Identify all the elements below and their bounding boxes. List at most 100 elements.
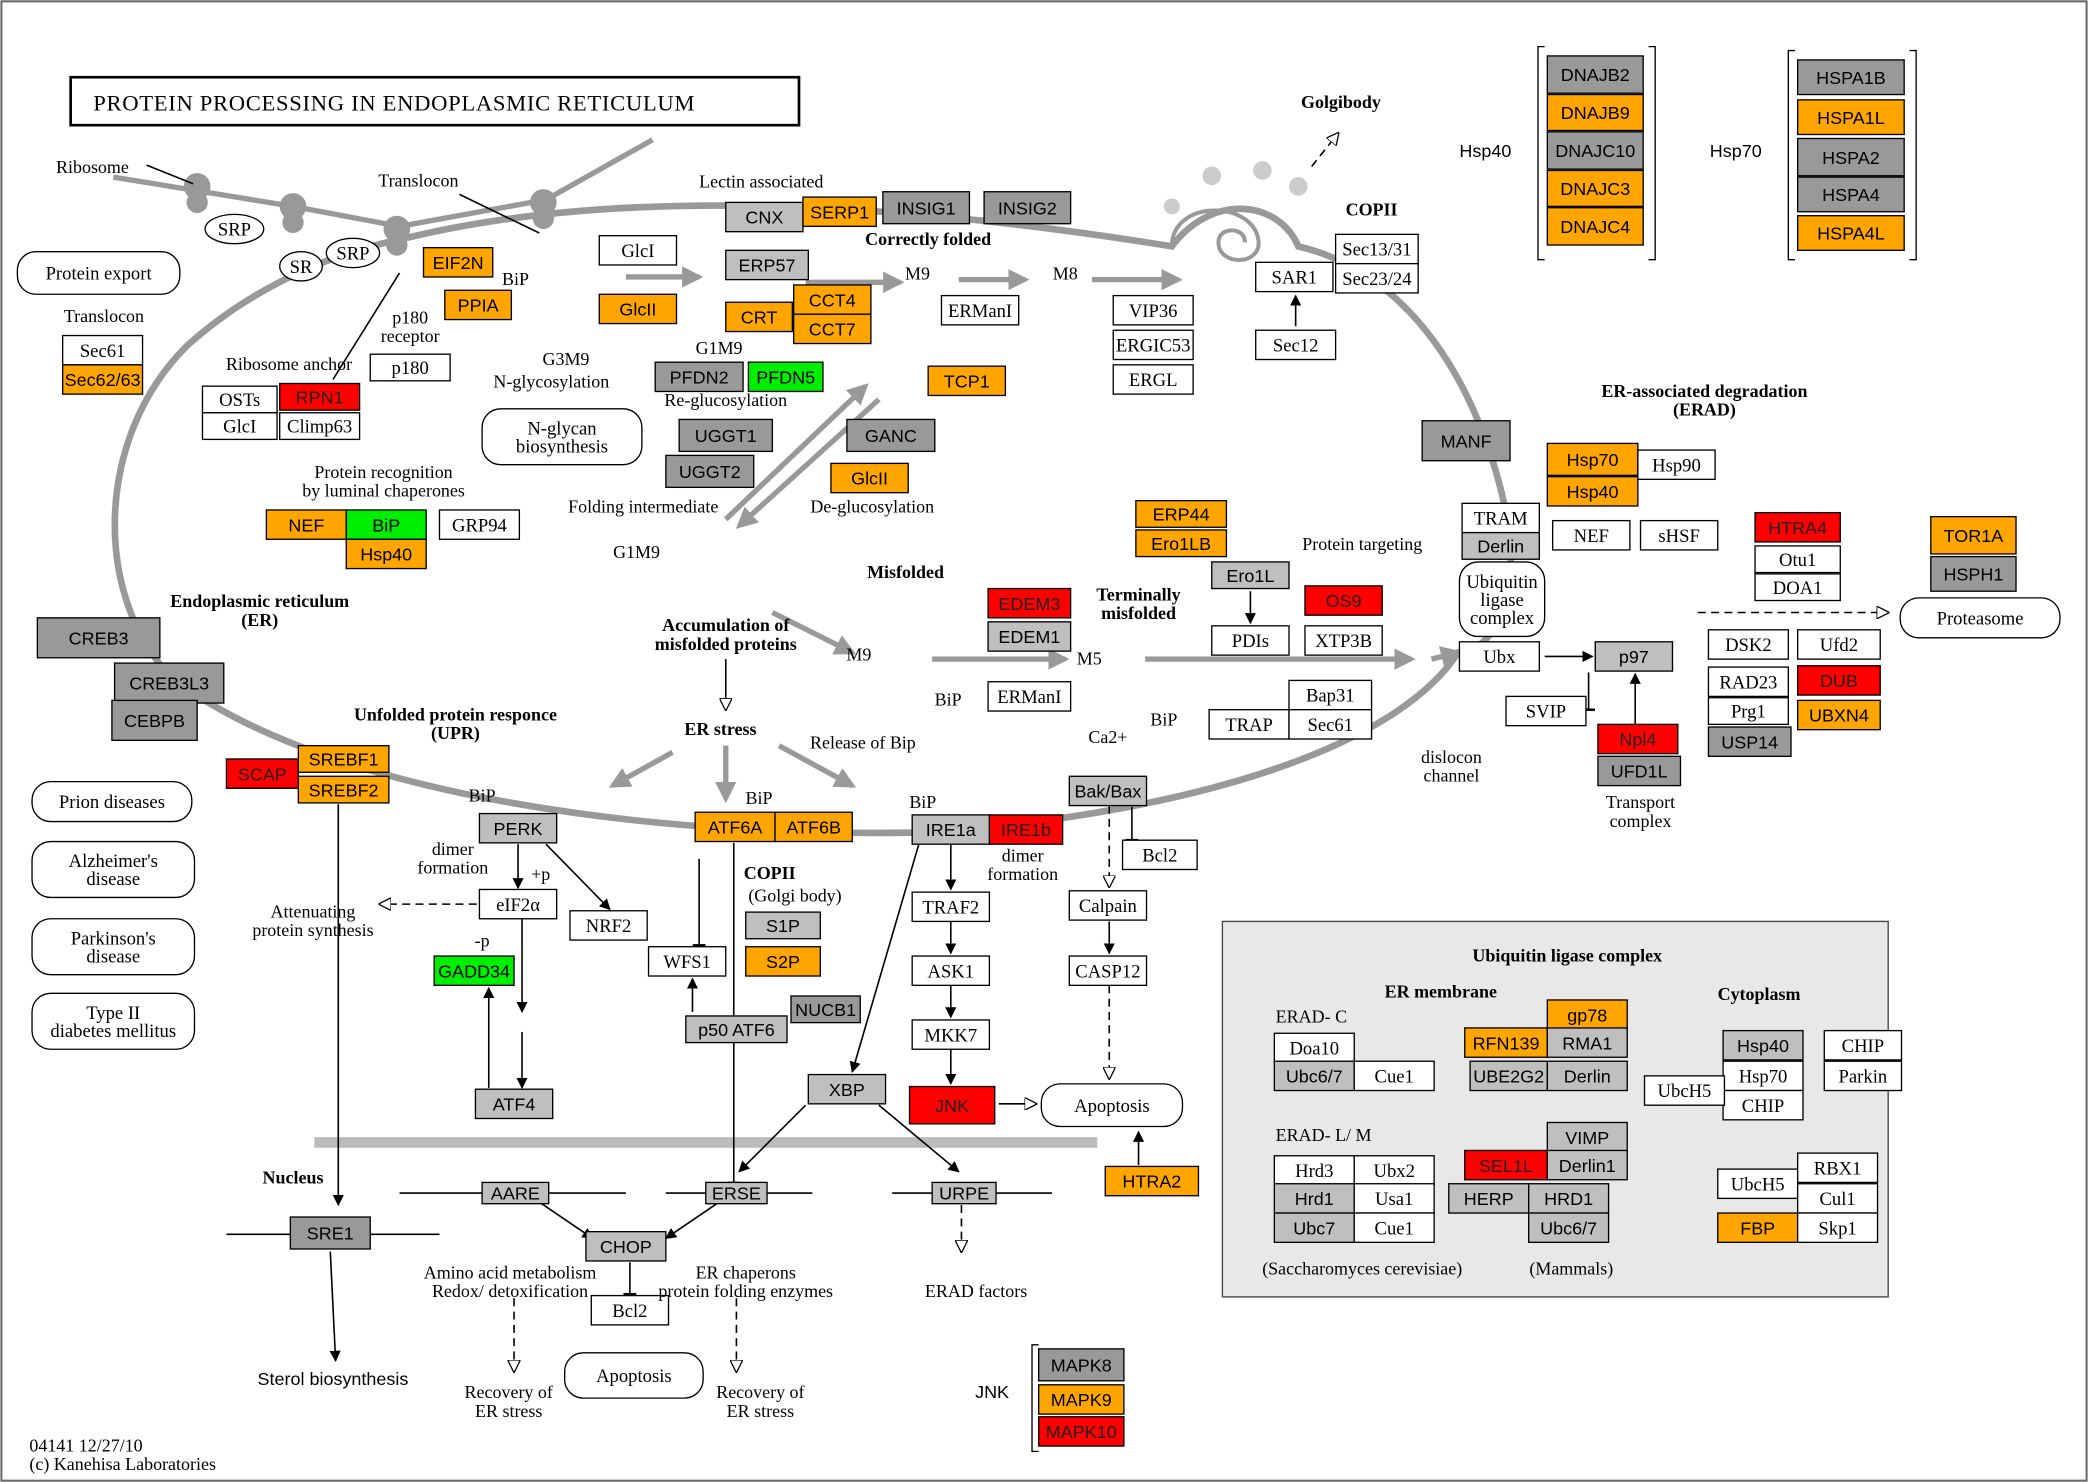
gene-node-tor1a[interactable]: TOR1A — [1930, 515, 2017, 555]
gene-node-srebf2[interactable]: SREBF2 — [297, 775, 390, 804]
gene-node-grp94[interactable]: GRP94 — [438, 509, 521, 540]
gene-node-xbp[interactable]: XBP — [807, 1073, 887, 1105]
gene-node-calpain[interactable]: Calpain — [1068, 890, 1148, 921]
gene-node-dnajc3[interactable]: DNAJC3 — [1546, 169, 1644, 208]
gene-node-gadd34[interactable]: GADD34 — [433, 955, 515, 987]
gene-node-vimp[interactable]: VIMP — [1546, 1121, 1628, 1153]
gene-node-uggt2[interactable]: UGGT2 — [665, 454, 755, 489]
gene-node-derlin1[interactable]: Derlin1 — [1546, 1149, 1628, 1181]
gene-node-hrd1[interactable]: Hrd1 — [1273, 1183, 1355, 1214]
gene-node-cebpb[interactable]: CEBPB — [111, 699, 198, 741]
gene-node-usp14[interactable]: USP14 — [1707, 726, 1792, 757]
gene-node-mkk7[interactable]: MKK7 — [911, 1019, 991, 1050]
gene-node-ubc6-7[interactable]: Ubc6/7 — [1528, 1212, 1610, 1243]
gene-node-ubch5[interactable]: UbcH5 — [1717, 1168, 1799, 1200]
gene-node-ube2g2[interactable]: UBE2G2 — [1469, 1060, 1548, 1092]
gene-node-bip[interactable]: BiP — [345, 509, 427, 540]
gene-node-derlin[interactable]: Derlin — [1461, 531, 1540, 560]
gene-node-fbp[interactable]: FBP — [1717, 1212, 1799, 1243]
gene-node-xtp3b[interactable]: XTP3B — [1304, 625, 1383, 656]
map-link-proteasome[interactable]: Proteasome — [1899, 597, 2061, 639]
gene-node-sec62-63[interactable]: Sec62/63 — [61, 364, 144, 395]
gene-node-hspa4[interactable]: HSPA4 — [1796, 176, 1905, 213]
gene-node-ergl[interactable]: ERGL — [1112, 364, 1194, 395]
gene-node-ire1b[interactable]: IRE1b — [988, 814, 1064, 845]
gene-node-hrd3[interactable]: Hrd3 — [1273, 1155, 1355, 1186]
gene-node-ubx[interactable]: Ubx — [1458, 641, 1540, 672]
gene-node-erp44[interactable]: ERP44 — [1135, 499, 1228, 528]
gene-node-atf6b[interactable]: ATF6B — [774, 811, 853, 843]
gene-node-skp1[interactable]: Skp1 — [1796, 1212, 1879, 1243]
gene-node-cct7[interactable]: CCT7 — [793, 313, 872, 345]
gene-node-srebf1[interactable]: SREBF1 — [297, 744, 390, 773]
gene-node-hspa2[interactable]: HSPA2 — [1796, 137, 1905, 177]
gene-node-dub[interactable]: DUB — [1796, 665, 1881, 696]
gene-node-cue1[interactable]: Cue1 — [1353, 1060, 1435, 1092]
gene-node-atf4[interactable]: ATF4 — [474, 1088, 554, 1120]
gene-node-nucb1[interactable]: NUCB1 — [790, 995, 861, 1024]
gene-node-rpn1[interactable]: RPN1 — [279, 382, 361, 411]
gene-node-traf2[interactable]: TRAF2 — [911, 891, 991, 923]
gene-node-hspa1l[interactable]: HSPA1L — [1796, 99, 1905, 136]
gene-node-tram[interactable]: TRAM — [1461, 502, 1540, 534]
gene-node-dnajc10[interactable]: DNAJC10 — [1546, 131, 1644, 170]
gene-node-glci[interactable]: GlcI — [598, 235, 678, 266]
gene-node-otu1[interactable]: Otu1 — [1754, 545, 1841, 574]
gene-node-derlin[interactable]: Derlin — [1546, 1060, 1628, 1092]
gene-node-glcii[interactable]: GlcII — [598, 293, 678, 325]
gene-node-parkin[interactable]: Parkin — [1823, 1060, 1903, 1092]
gene-node-casp12[interactable]: CASP12 — [1068, 955, 1148, 987]
gene-node-cct4[interactable]: CCT4 — [793, 284, 872, 315]
gene-node-ganc[interactable]: GANC — [846, 418, 936, 453]
gene-node-htra2[interactable]: HTRA2 — [1104, 1165, 1200, 1197]
gene-node-gp78[interactable]: gp78 — [1546, 999, 1628, 1030]
gene-node-hsp40[interactable]: Hsp40 — [1722, 1029, 1804, 1061]
gene-node-ero1l[interactable]: Ero1L — [1211, 561, 1290, 590]
gene-node-svip[interactable]: SVIP — [1505, 695, 1587, 727]
gene-node-hsph1[interactable]: HSPH1 — [1930, 555, 2017, 592]
gene-node-pfdn5[interactable]: PFDN5 — [747, 361, 824, 393]
gene-node-mapk8[interactable]: MAPK8 — [1038, 1348, 1125, 1382]
gene-node-vip36[interactable]: VIP36 — [1112, 294, 1194, 326]
gene-node-p97[interactable]: p97 — [1594, 641, 1674, 672]
gene-node-bak-bax[interactable]: Bak/Bax — [1068, 775, 1148, 807]
gene-node-cul1[interactable]: Cul1 — [1796, 1183, 1879, 1214]
gene-node-mapk9[interactable]: MAPK9 — [1038, 1384, 1125, 1415]
gene-node-jnk[interactable]: JNK — [908, 1085, 996, 1125]
gene-node-prg1[interactable]: Prg1 — [1707, 697, 1789, 726]
gene-node-pdis[interactable]: PDIs — [1211, 625, 1290, 656]
gene-node-os9[interactable]: OS9 — [1304, 585, 1383, 616]
gene-node-shsf[interactable]: sHSF — [1639, 519, 1719, 551]
gene-node-hsp70[interactable]: Hsp70 — [1722, 1060, 1804, 1092]
gene-node-dnajb2[interactable]: DNAJB2 — [1546, 55, 1644, 94]
gene-node-bcl2[interactable]: Bcl2 — [590, 1294, 670, 1326]
gene-node-herp[interactable]: HERP — [1448, 1183, 1530, 1214]
gene-node-insig2[interactable]: INSIG2 — [983, 191, 1072, 225]
gene-node-rbx1[interactable]: RBX1 — [1796, 1152, 1879, 1184]
gene-node-p180[interactable]: p180 — [369, 353, 451, 382]
gene-node-dnajb9[interactable]: DNAJB9 — [1546, 93, 1644, 132]
gene-node-s2p[interactable]: S2P — [745, 946, 821, 977]
gene-node-ire1a[interactable]: IRE1a — [911, 814, 991, 845]
gene-node-tcp1[interactable]: TCP1 — [927, 365, 1007, 397]
gene-node-dsk2[interactable]: DSK2 — [1707, 629, 1789, 660]
gene-node-chop[interactable]: CHOP — [585, 1231, 667, 1262]
gene-node-glcii[interactable]: GlcII — [830, 462, 909, 494]
gene-node-urpe[interactable]: URPE — [931, 1181, 997, 1205]
gene-node-nef[interactable]: NEF — [1551, 519, 1631, 551]
gene-node-ubc7[interactable]: Ubc7 — [1273, 1212, 1355, 1243]
gene-node-mapk10[interactable]: MAPK10 — [1038, 1416, 1125, 1447]
gene-node-hsp40[interactable]: Hsp40 — [1546, 476, 1639, 507]
gene-node-sec61[interactable]: Sec61 — [1288, 709, 1373, 740]
gene-node-pfdn2[interactable]: PFDN2 — [654, 361, 744, 393]
gene-node-hspa1b[interactable]: HSPA1B — [1796, 59, 1905, 96]
gene-node-ufd2[interactable]: Ufd2 — [1796, 629, 1881, 660]
gene-node-creb3l3[interactable]: CREB3L3 — [113, 662, 225, 704]
map-link-protein-export[interactable]: Protein export — [16, 250, 181, 295]
gene-node-doa10[interactable]: Doa10 — [1273, 1032, 1355, 1064]
gene-node-edem3[interactable]: EDEM3 — [987, 587, 1072, 619]
gene-node-uggt1[interactable]: UGGT1 — [678, 418, 774, 453]
gene-node-aare[interactable]: AARE — [481, 1181, 550, 1205]
gene-node-trap[interactable]: TRAP — [1208, 709, 1290, 740]
